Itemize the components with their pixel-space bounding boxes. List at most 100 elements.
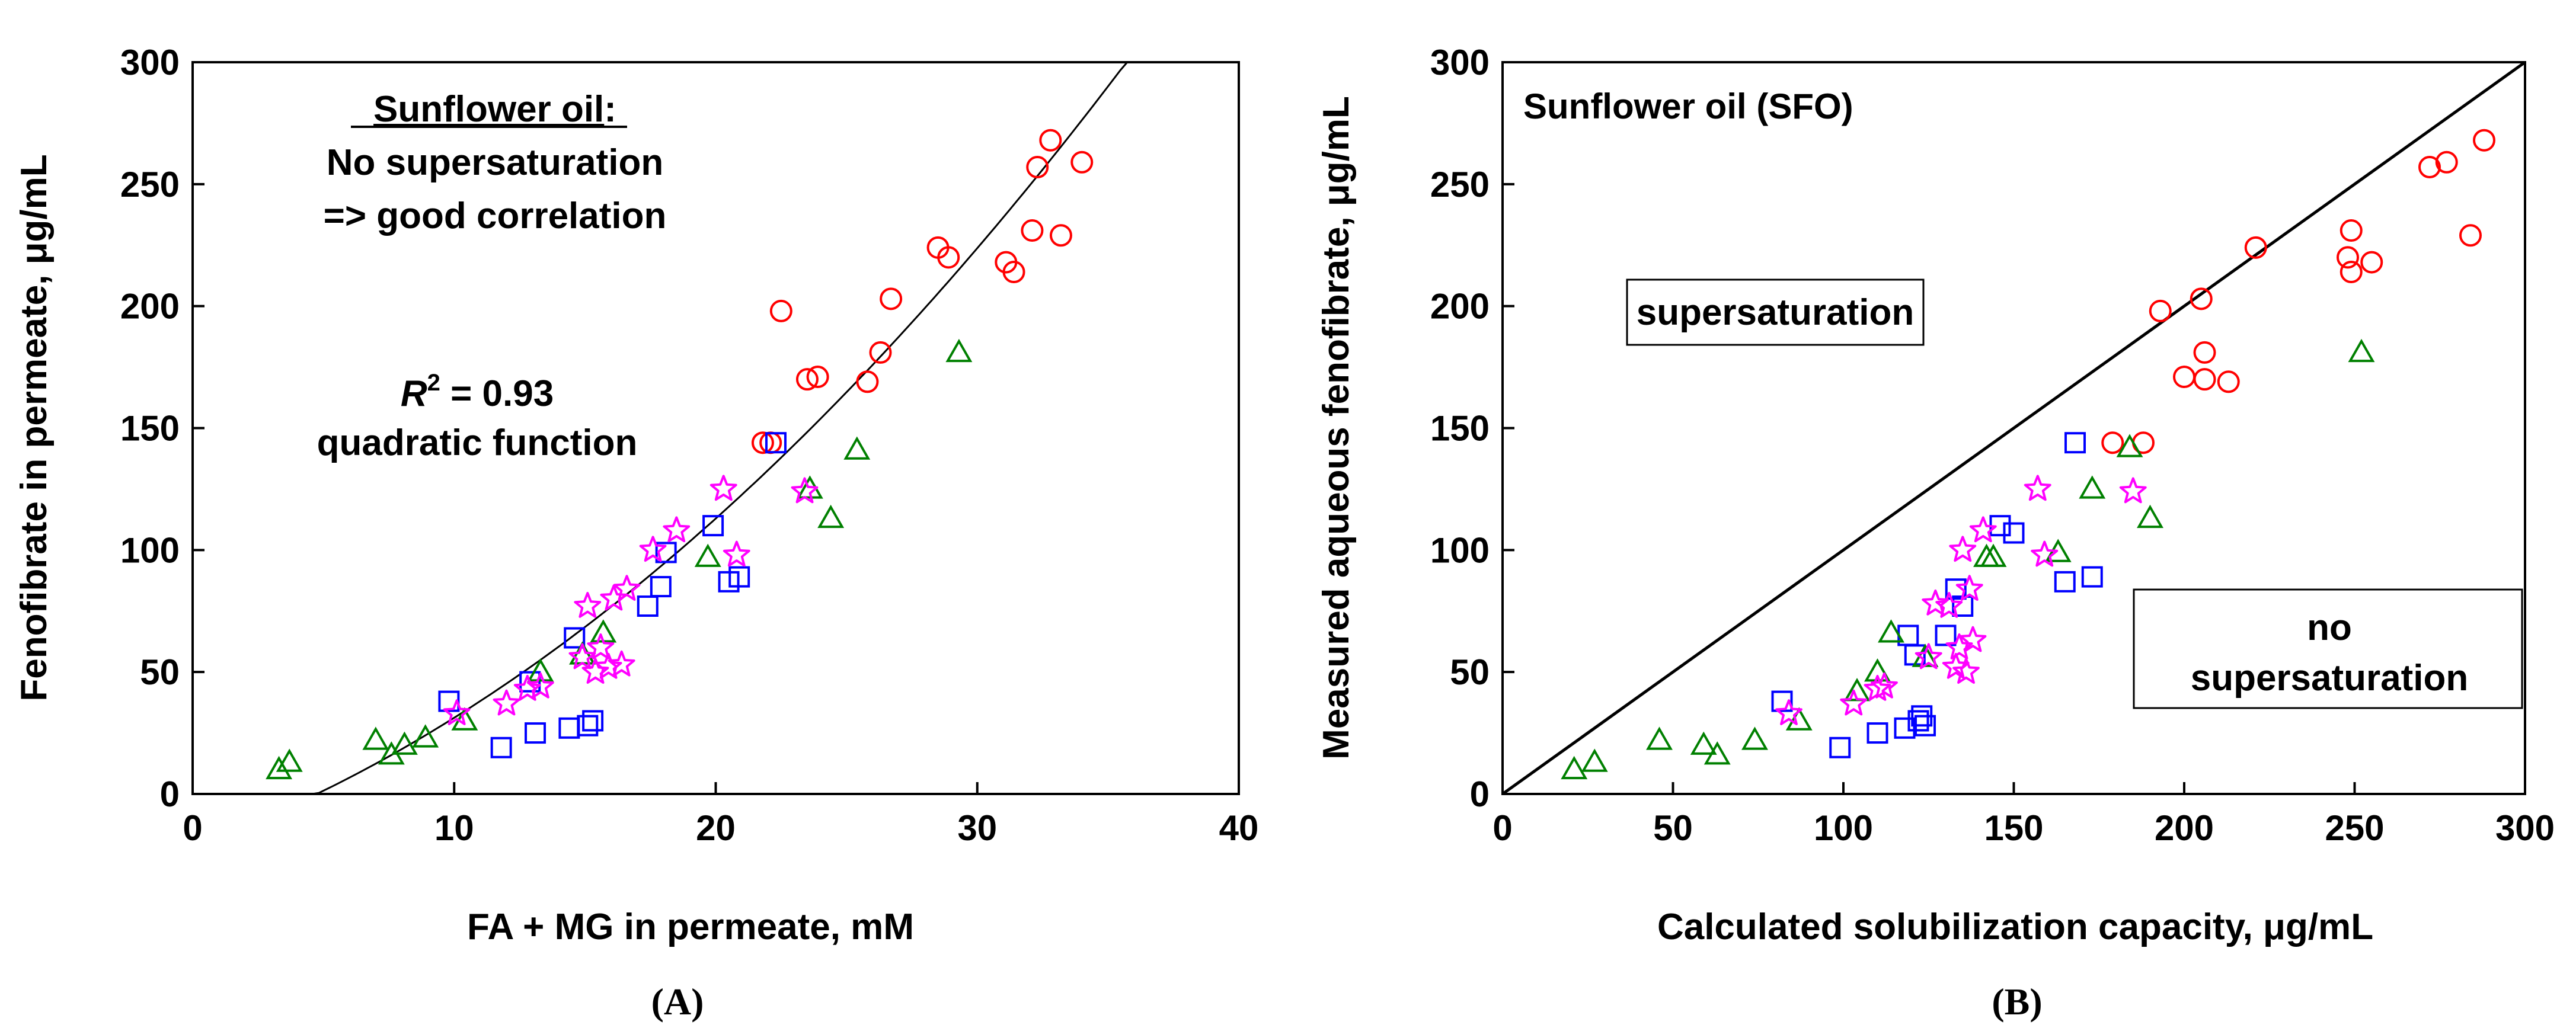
star-point — [443, 699, 471, 725]
star-point — [1871, 672, 1898, 699]
panel-a-x-tick-label: 0 — [183, 808, 202, 848]
circle-point — [1021, 219, 1044, 242]
star-point — [1949, 536, 1977, 562]
triangle-point — [1864, 658, 1891, 682]
star-point — [791, 477, 819, 504]
star-point — [1952, 658, 1980, 684]
square-point — [1915, 715, 1936, 736]
panel-a-x-tick-label: 20 — [696, 808, 736, 848]
star-point — [723, 540, 750, 567]
square-point — [577, 715, 599, 736]
panel-b-y-tick-label: 50 — [1450, 652, 1490, 692]
circle-point — [2101, 431, 2124, 454]
panel-a: 0 10 20 30 40 0 50 100 150 200 250 300 Sunflower oi… — [14, 43, 1258, 1023]
circle-point — [880, 287, 903, 310]
star-point — [526, 672, 554, 699]
star-point — [574, 592, 602, 618]
square-point — [637, 595, 659, 617]
square-point — [728, 566, 750, 588]
triangle-point — [276, 748, 303, 772]
circle-point — [1070, 150, 1094, 174]
panel-a-fit-label: quadratic function — [317, 422, 638, 463]
square-point — [525, 722, 546, 744]
square-point — [582, 710, 604, 732]
panel-b-x-axis-label: Calculated solubilization capacity, μg/m… — [1657, 907, 2373, 947]
panel-b-x-tick-label: 150 — [1984, 808, 2043, 848]
triangle-point — [391, 731, 418, 755]
panel-b-title: Sunflower oil (SFO) — [1523, 87, 1853, 126]
circle-point — [1049, 224, 1072, 247]
star-point — [2024, 475, 2051, 501]
square-point — [564, 627, 586, 649]
circle-point — [2435, 150, 2458, 174]
panel-a-y-tick-label: 100 — [120, 530, 180, 570]
star-point — [709, 475, 737, 501]
circle-point — [2360, 251, 2383, 274]
panel-a-r2-label: R2 = 0.93 — [401, 370, 554, 414]
panel-b-supersaturation-box — [1626, 278, 1925, 346]
triangle-point — [817, 504, 845, 529]
triangle-point — [412, 724, 439, 748]
panel-a-y-tick-label: 0 — [160, 774, 180, 814]
triangle-point — [1878, 619, 1904, 643]
panel-a-y-tick-label: 300 — [120, 43, 180, 82]
triangle-point — [1980, 543, 2007, 567]
panel-b-y-tick-label: 0 — [1470, 774, 1490, 814]
square-point — [702, 515, 724, 537]
panel-a-label: (A) — [651, 981, 704, 1023]
star-point — [1945, 633, 1973, 659]
square-point — [765, 432, 787, 454]
panel-b: 0 50 100 150 200 250 300 0 50 100 150 200 250 300 Sun… — [1316, 43, 2555, 1023]
square-point — [1945, 578, 1967, 600]
square-point — [1907, 710, 1929, 732]
star-point — [1955, 575, 1983, 601]
panel-b-x-tick-label: 0 — [1492, 808, 1512, 848]
reference-line — [1501, 60, 2526, 796]
circle-point — [2173, 366, 2195, 389]
square-point — [438, 690, 460, 712]
star-point — [1959, 626, 1987, 652]
circle-point — [2340, 261, 2363, 284]
star-point — [1922, 589, 1949, 616]
triangle-point — [1704, 741, 1731, 765]
panel-b-y-tick-label: 200 — [1430, 287, 1490, 326]
circle-point — [856, 370, 879, 393]
circle-point — [806, 366, 829, 389]
square-point — [650, 576, 672, 598]
star-point — [1840, 689, 1868, 716]
panel-b-no-label: no — [2307, 607, 2352, 648]
triangle-point — [527, 658, 554, 682]
square-point — [1829, 736, 1851, 758]
triangle-point — [2137, 504, 2163, 529]
panel-b-x-tick-label: 200 — [2155, 808, 2214, 848]
star-point — [581, 658, 609, 684]
panel-a-y-tick-label: 150 — [120, 409, 180, 449]
circle-point — [2190, 287, 2213, 310]
square-point — [2081, 566, 2103, 588]
panel-b-y-tick-label: 100 — [1430, 530, 1490, 570]
panel-b-y-tick-label: 250 — [1430, 165, 1490, 204]
star-point — [639, 536, 667, 562]
triangle-point — [694, 543, 721, 567]
square-point — [490, 736, 512, 758]
panel-a-y-axis-label: Fenofibrate in permeate, μg/mL — [14, 154, 55, 701]
panel-b-no-supersaturation-label: supersaturation — [2191, 658, 2469, 699]
panel-a-ticks: 0 10 20 30 40 0 50 100 150 200 250 300 — [120, 43, 1258, 848]
circle-point — [2193, 368, 2216, 391]
panel-a-oil-title: Sunflower oil: — [373, 89, 616, 130]
circle-point — [2149, 299, 2172, 322]
panel-a-x-tick-label: 10 — [434, 808, 474, 848]
panel-a-x-axis-label: FA + MG in permeate, mM — [467, 907, 914, 947]
star-point — [513, 675, 541, 701]
square-point — [2064, 432, 2086, 454]
circle-point — [2459, 224, 2482, 247]
star-point — [600, 584, 628, 611]
panel-a-annotation-line2: No supersaturation — [327, 142, 663, 183]
triangle-point — [945, 338, 973, 363]
panel-a-y-tick-label: 200 — [120, 287, 180, 326]
circle-point — [2244, 236, 2267, 259]
star-point — [587, 633, 615, 659]
square-point — [1935, 625, 1957, 646]
square-point — [1894, 717, 1916, 739]
